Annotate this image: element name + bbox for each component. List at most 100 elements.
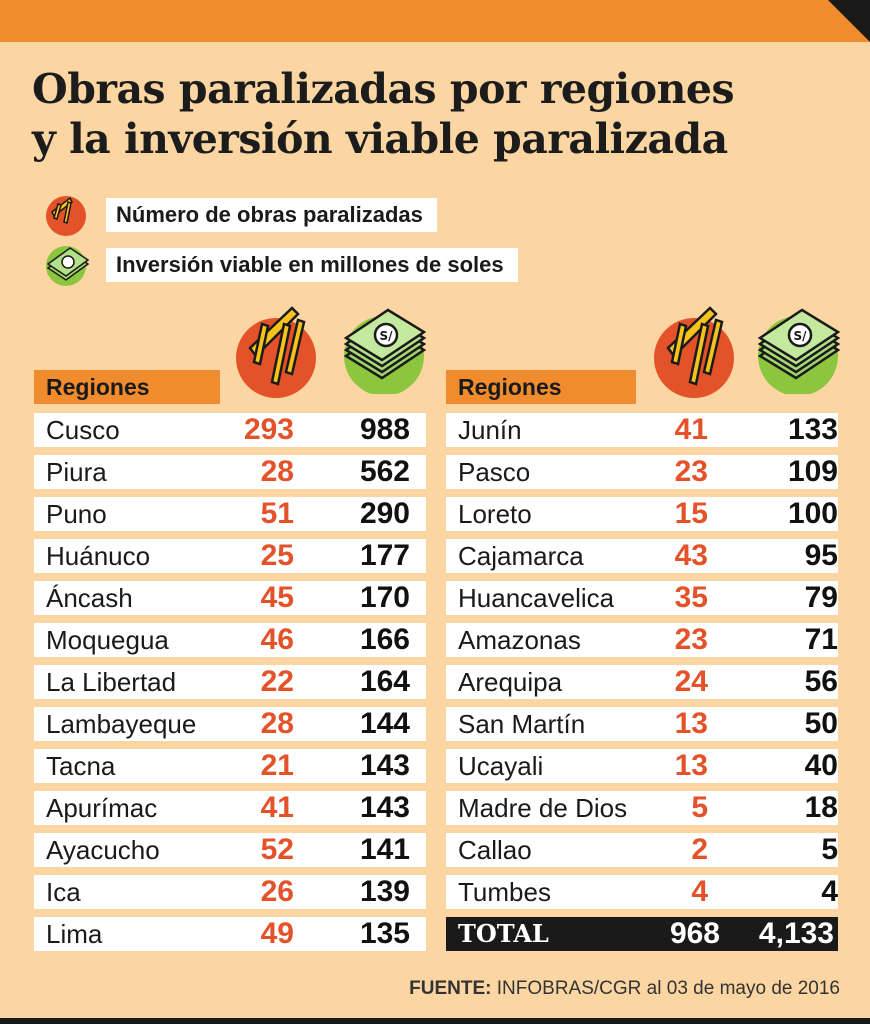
table-row: Lambayeque 28 144 bbox=[34, 707, 426, 741]
inversion-value: 143 bbox=[359, 791, 410, 824]
region-name: Tacna bbox=[46, 751, 116, 781]
table-row: Amazonas 23 71 bbox=[446, 623, 838, 657]
inversion-value: 109 bbox=[787, 455, 838, 488]
obras-value: 28 bbox=[260, 707, 294, 740]
obras-value: 25 bbox=[260, 539, 294, 572]
obras-value: 51 bbox=[260, 497, 294, 530]
table-row: Ucayali 13 40 bbox=[446, 749, 838, 783]
legend-inversion-label: Inversión viable en millones de soles bbox=[106, 248, 518, 282]
table-row: Huancavelica 35 79 bbox=[446, 581, 838, 615]
bottom-bar bbox=[0, 1018, 870, 1024]
right-table: Junín 41 133 Pasco 23 109 Loreto 15 100 Cajamarca… bbox=[446, 413, 838, 959]
region-name: San Martín bbox=[458, 709, 586, 739]
svg-text:S/: S/ bbox=[379, 329, 393, 343]
obras-value: 5 bbox=[691, 791, 708, 824]
obras-value: 13 bbox=[674, 749, 708, 782]
table-row: Loreto 15 100 bbox=[446, 497, 838, 531]
obras-value: 23 bbox=[674, 455, 708, 488]
title-line-2: y la inversión viable paralizada bbox=[32, 115, 728, 163]
region-name: Ica bbox=[46, 877, 81, 907]
table-row: Piura 28 562 bbox=[34, 455, 426, 489]
obras-value: 23 bbox=[674, 623, 708, 656]
region-name: Cajamarca bbox=[458, 541, 584, 571]
table-row: Tumbes 4 4 bbox=[446, 875, 838, 909]
obras-value: 28 bbox=[260, 455, 294, 488]
barrier-icon bbox=[654, 306, 734, 398]
inversion-value: 56 bbox=[804, 665, 838, 698]
region-name: La Libertad bbox=[46, 667, 177, 697]
region-name: Huancavelica bbox=[458, 583, 615, 613]
obras-value: 46 bbox=[260, 623, 294, 656]
obras-value: 4 bbox=[691, 875, 708, 908]
table-row: Lima 49 135 bbox=[34, 917, 426, 951]
region-name: Moquegua bbox=[46, 625, 169, 655]
obras-value: 13 bbox=[674, 707, 708, 740]
obras-value: 26 bbox=[260, 875, 294, 908]
obras-value: 22 bbox=[260, 665, 294, 698]
obras-value: 35 bbox=[674, 581, 708, 614]
region-name: Pasco bbox=[458, 457, 531, 487]
region-name: Puno bbox=[46, 499, 107, 529]
inversion-value: 18 bbox=[804, 791, 838, 824]
table-row: Áncash 45 170 bbox=[34, 581, 426, 615]
source-text: INFOBRAS/CGR al 03 de mayo de 2016 bbox=[496, 978, 840, 999]
page-title: Obras paralizadas por regiones y la inve… bbox=[32, 64, 735, 164]
region-name: Lambayeque bbox=[46, 709, 197, 739]
inversion-value: 135 bbox=[359, 917, 410, 950]
obras-value: 15 bbox=[674, 497, 708, 530]
region-name: Madre de Dios bbox=[458, 793, 628, 823]
inversion-value: 95 bbox=[804, 539, 838, 572]
region-name: Amazonas bbox=[458, 625, 581, 655]
inversion-value: 177 bbox=[359, 539, 410, 572]
region-name: Apurímac bbox=[46, 793, 158, 823]
inversion-value: 71 bbox=[804, 623, 838, 656]
region-name: Tumbes bbox=[458, 877, 551, 907]
region-name: Huánuco bbox=[46, 541, 151, 571]
inversion-value: 143 bbox=[359, 749, 410, 782]
inversion-value: 100 bbox=[787, 497, 838, 530]
inversion-value: 290 bbox=[359, 497, 410, 530]
table-row: San Martín 13 50 bbox=[446, 707, 838, 741]
table-row: Pasco 23 109 bbox=[446, 455, 838, 489]
top-banner bbox=[0, 0, 870, 42]
total-obras: 968 bbox=[669, 917, 720, 950]
money-stack-icon: S/ bbox=[757, 308, 841, 394]
region-name: Loreto bbox=[458, 499, 532, 529]
region-name: Callao bbox=[458, 835, 532, 865]
table-row: Tacna 21 143 bbox=[34, 749, 426, 783]
table-row: Huánuco 25 177 bbox=[34, 539, 426, 573]
inversion-value: 988 bbox=[359, 413, 410, 446]
inversion-value: 5 bbox=[821, 833, 838, 866]
table-row: Ica 26 139 bbox=[34, 875, 426, 909]
money-stack-icon: S/ bbox=[343, 308, 427, 394]
inversion-value: 164 bbox=[359, 665, 410, 698]
obras-value: 41 bbox=[260, 791, 294, 824]
table-row: Cusco 293 988 bbox=[34, 413, 426, 447]
table-row: Puno 51 290 bbox=[34, 497, 426, 531]
regions-header-right: Regiones bbox=[446, 370, 636, 404]
inversion-value: 144 bbox=[359, 707, 410, 740]
barrier-icon bbox=[46, 196, 86, 236]
top-banner-corner bbox=[828, 0, 870, 42]
legend-obras-label: Número de obras paralizadas bbox=[106, 198, 437, 232]
inversion-value: 166 bbox=[359, 623, 410, 656]
inversion-value: 133 bbox=[787, 413, 838, 446]
table-row: Junín 41 133 bbox=[446, 413, 838, 447]
region-name: Piura bbox=[46, 457, 107, 487]
region-name: Arequipa bbox=[458, 667, 563, 697]
region-name: Lima bbox=[46, 919, 103, 949]
table-row: La Libertad 22 164 bbox=[34, 665, 426, 699]
region-name: Áncash bbox=[46, 583, 133, 613]
obras-value: 293 bbox=[243, 413, 294, 446]
table-row: Callao 2 5 bbox=[446, 833, 838, 867]
region-name: Cusco bbox=[46, 415, 120, 445]
region-name: Junín bbox=[458, 415, 522, 445]
inversion-value: 139 bbox=[359, 875, 410, 908]
obras-value: 43 bbox=[674, 539, 708, 572]
inversion-value: 79 bbox=[804, 581, 838, 614]
inversion-value: 562 bbox=[359, 455, 410, 488]
table-row: Ayacucho 52 141 bbox=[34, 833, 426, 867]
barrier-icon bbox=[236, 306, 316, 398]
obras-value: 24 bbox=[674, 665, 708, 698]
obras-value: 49 bbox=[260, 917, 294, 950]
